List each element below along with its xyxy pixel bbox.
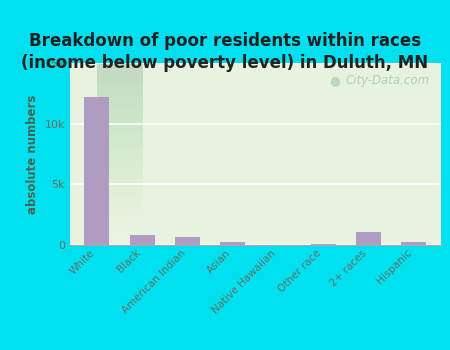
Y-axis label: absolute numbers: absolute numbers: [26, 94, 39, 214]
Bar: [220, 242, 245, 245]
Bar: [130, 235, 155, 245]
Bar: [85, 97, 109, 245]
Bar: [175, 237, 200, 245]
Text: City-Data.com: City-Data.com: [346, 74, 430, 87]
Text: ●: ●: [329, 74, 341, 87]
Text: Breakdown of poor residents within races
(income below poverty level) in Duluth,: Breakdown of poor residents within races…: [22, 32, 428, 72]
Bar: [401, 242, 426, 245]
Bar: [356, 232, 381, 245]
Bar: [311, 244, 336, 245]
